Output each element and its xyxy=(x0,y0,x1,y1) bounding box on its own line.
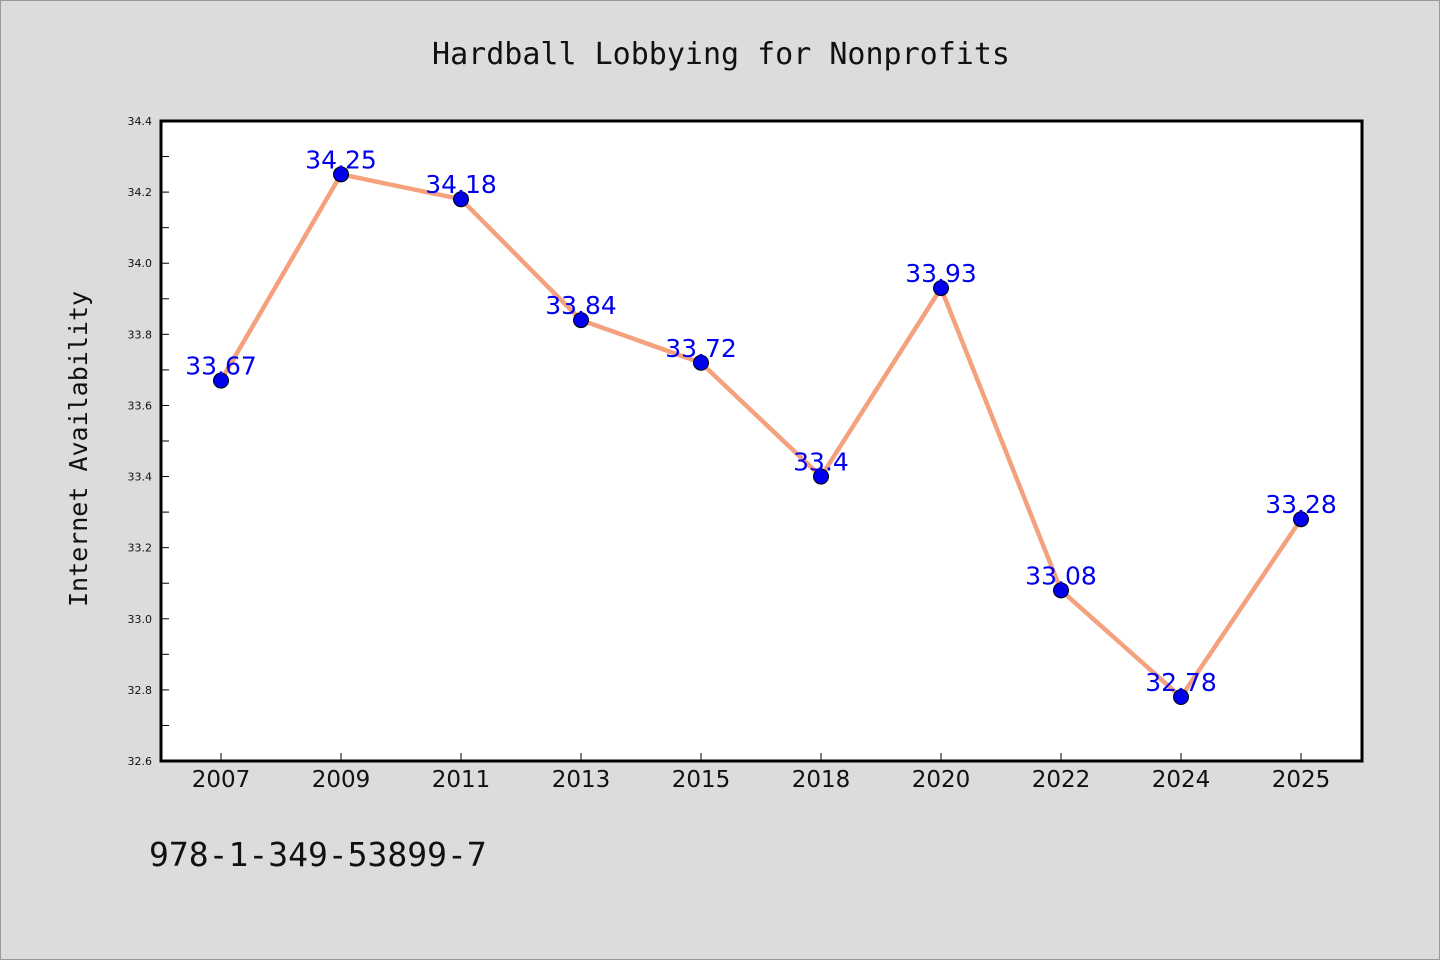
y-tick-label: 34.4 xyxy=(128,115,153,128)
x-tick-label: 2022 xyxy=(1032,767,1091,793)
y-tick-label: 33.0 xyxy=(128,613,153,626)
y-tick-label: 34.2 xyxy=(128,186,153,199)
data-label: 33.72 xyxy=(665,334,737,363)
series-line xyxy=(218,172,1304,700)
y-tick-label: 33.2 xyxy=(128,542,153,555)
data-label: 34.25 xyxy=(305,145,377,174)
x-tick-label: 2011 xyxy=(432,767,491,793)
y-axis: 32.6 32.8 33.0 33.2 33.4 33.6 33.8 34.0 34.2 34.4 xyxy=(128,115,169,768)
data-label: 32.78 xyxy=(1145,668,1217,697)
y-tick-label: 32.8 xyxy=(128,684,153,697)
data-labels: 33.67 34.25 34.18 33.84 33.72 33.4 33.93 33.08 3… xyxy=(185,145,1337,697)
data-point xyxy=(933,280,949,297)
x-tick-label: 2024 xyxy=(1152,767,1211,793)
isbn-text: 978-1-349-53899-7 xyxy=(149,835,487,874)
y-axis-label: Internet Availability xyxy=(64,291,93,607)
data-point xyxy=(333,166,349,183)
data-label: 33.28 xyxy=(1265,490,1337,519)
data-point xyxy=(1173,689,1189,705)
data-point xyxy=(1293,511,1309,528)
data-label: 34.18 xyxy=(425,170,497,199)
chart-title: Hardball Lobbying for Nonprofits xyxy=(432,37,1010,72)
data-label: 33.4 xyxy=(793,448,849,477)
data-point xyxy=(453,191,469,208)
x-tick-label: 2018 xyxy=(792,767,851,793)
x-tick-label: 2020 xyxy=(912,767,971,793)
plot-area xyxy=(159,119,1364,763)
y-tick-label: 34.0 xyxy=(128,257,153,270)
data-label: 33.93 xyxy=(905,259,977,288)
data-point xyxy=(213,372,229,389)
x-tick-label: 2015 xyxy=(672,767,731,793)
x-tick-label: 2013 xyxy=(552,767,611,793)
series-line-group xyxy=(218,172,1304,700)
data-point xyxy=(813,468,829,485)
y-tick-label: 33.4 xyxy=(128,471,153,484)
x-tick-label: 2007 xyxy=(192,767,251,793)
y-tick-label: 33.6 xyxy=(128,399,153,412)
data-label: 33.67 xyxy=(185,352,257,381)
y-tick-label: 33.8 xyxy=(128,328,153,341)
x-axis: 2007 2009 2011 2013 2015 2018 2020 2022 2024 2025 xyxy=(192,753,1331,793)
y-tick-label: 32.6 xyxy=(128,755,153,768)
data-label: 33.08 xyxy=(1025,561,1097,590)
data-point xyxy=(573,312,589,329)
x-tick-label: 2009 xyxy=(312,767,371,793)
data-label: 33.84 xyxy=(545,291,617,320)
data-point xyxy=(1053,582,1069,599)
data-point xyxy=(693,354,709,371)
data-points xyxy=(213,166,1309,705)
x-tick-label: 2025 xyxy=(1272,767,1331,793)
